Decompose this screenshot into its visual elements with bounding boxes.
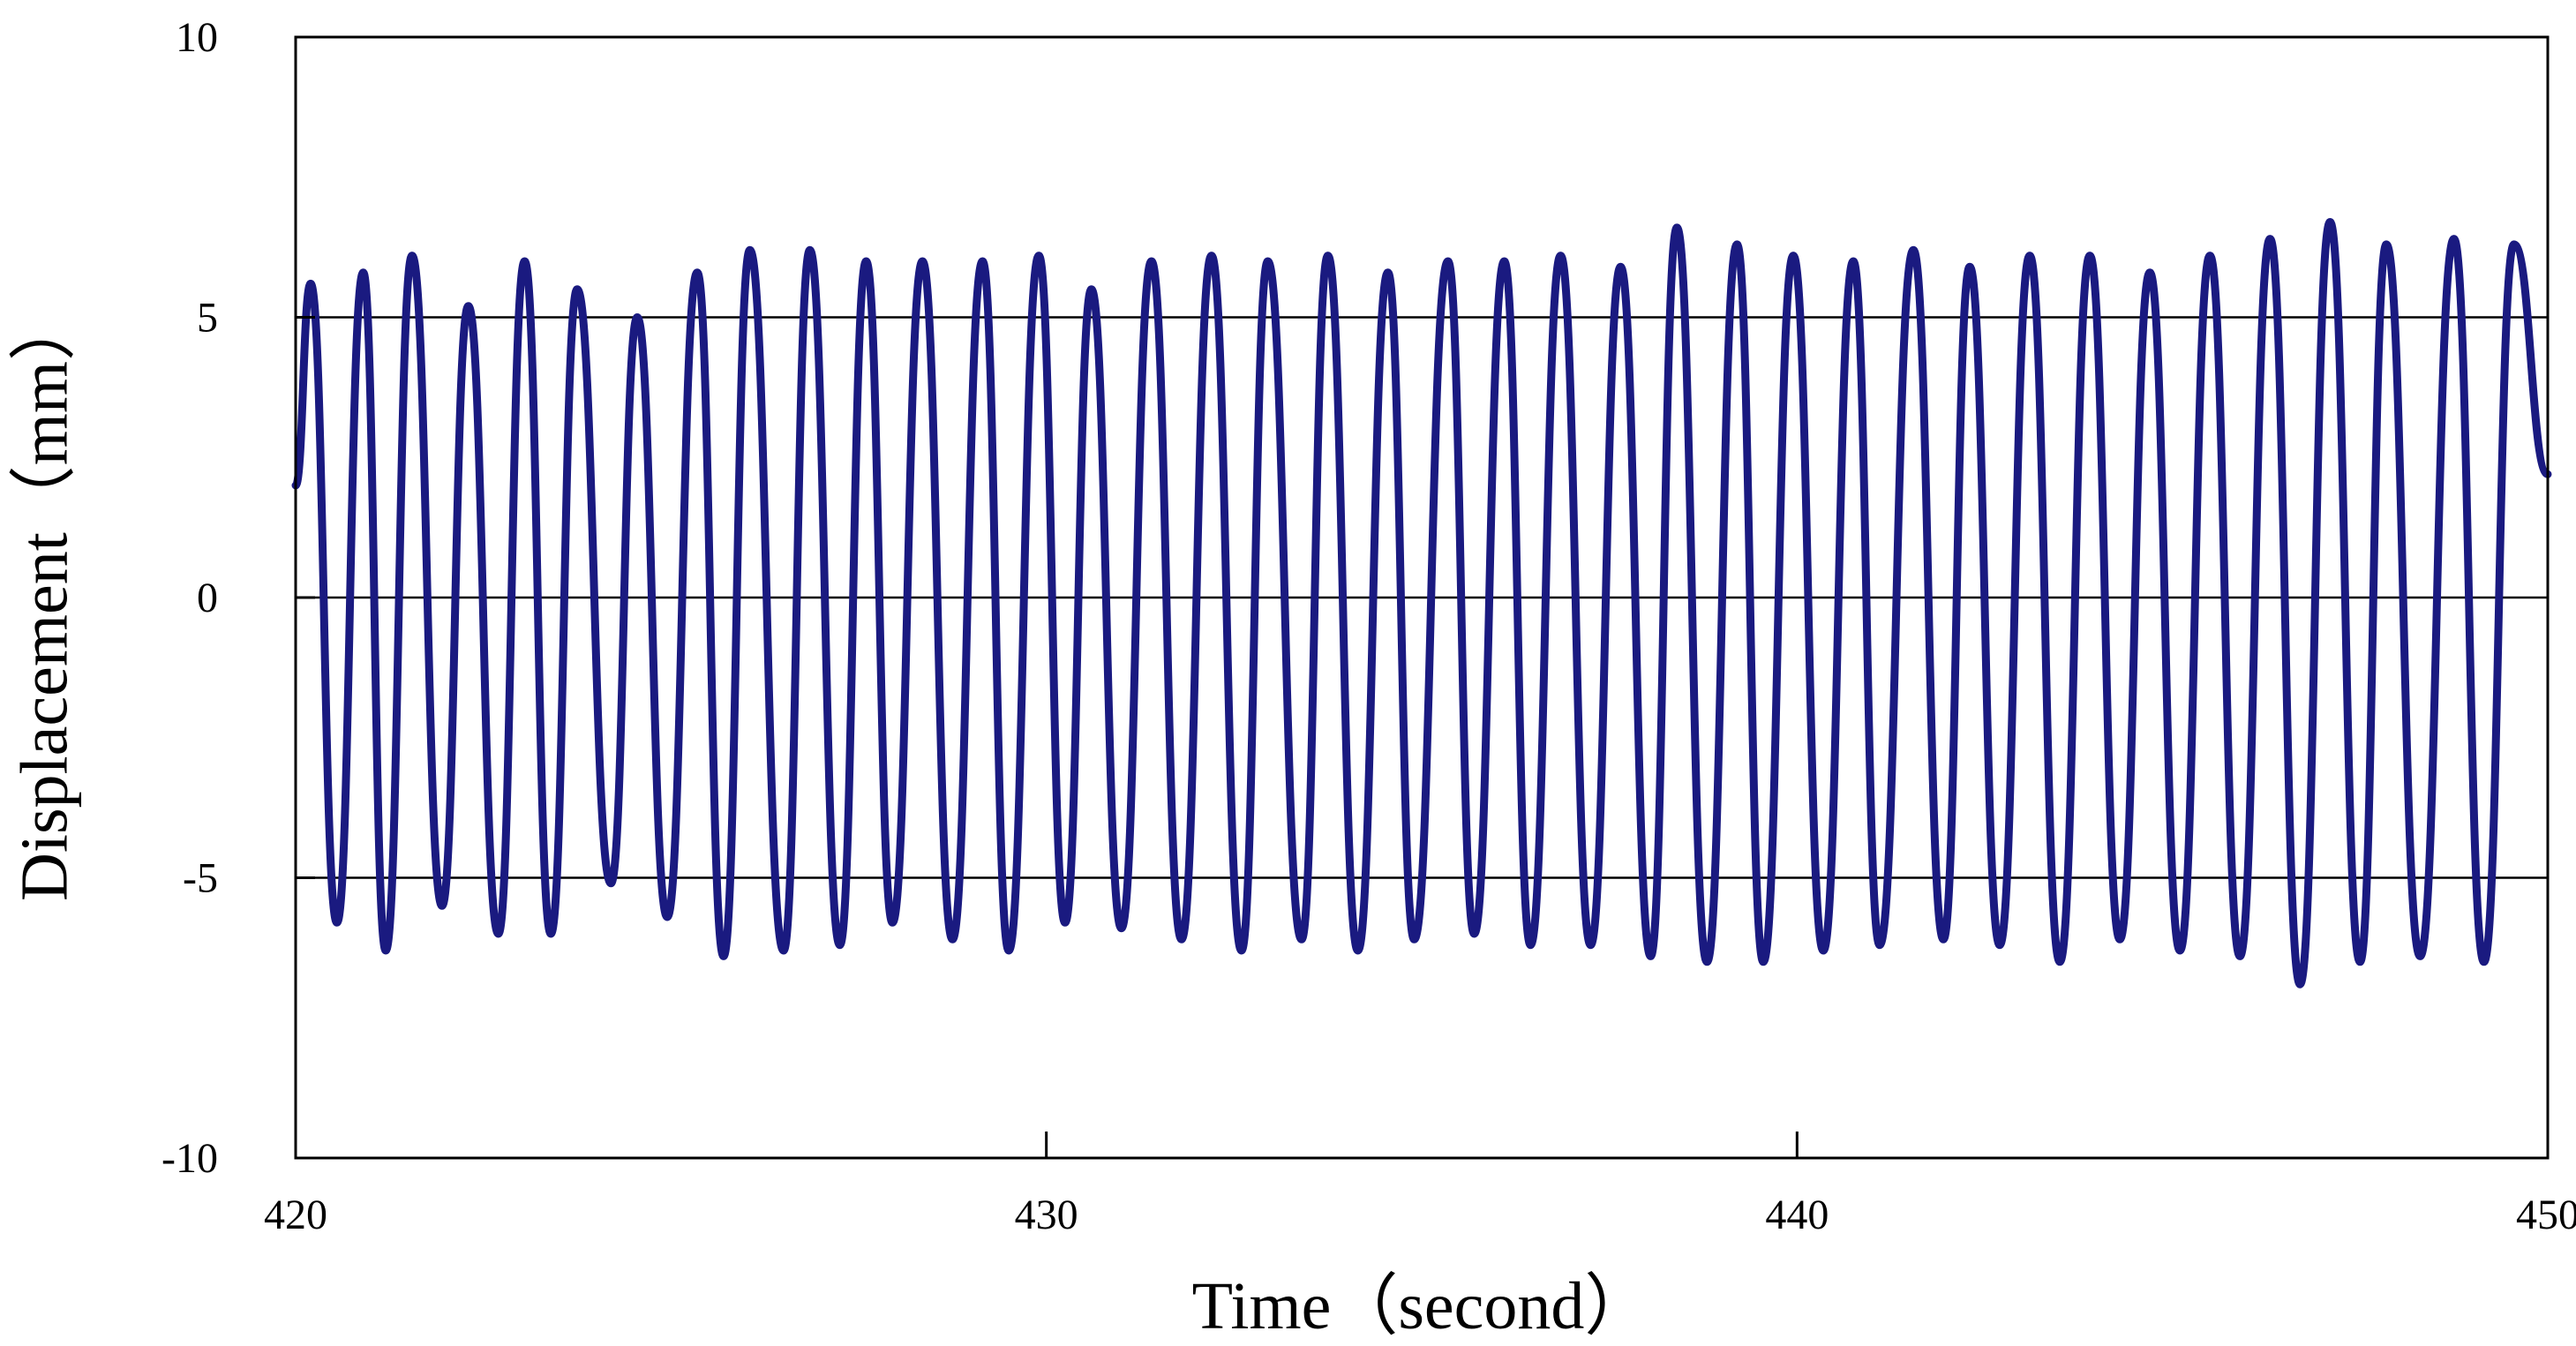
- y-axis-ticks: 10 5 0 -5 -10: [161, 14, 315, 1182]
- y-tick-label: -10: [161, 1135, 218, 1182]
- y-axis-title: Displacement（mm）: [7, 294, 81, 901]
- y-tick-label: 10: [176, 14, 218, 61]
- x-tick-label: 420: [264, 1192, 327, 1238]
- x-tick-label: 440: [1765, 1192, 1829, 1238]
- y-tick-label: 0: [197, 575, 218, 621]
- x-tick-label: 450: [2516, 1192, 2576, 1238]
- series-line-0: [291, 218, 2552, 989]
- x-axis-ticks: 420 430 440 450: [264, 1132, 2576, 1238]
- plot-series: [291, 218, 2552, 989]
- x-tick-label: 430: [1015, 1192, 1078, 1238]
- y-tick-label: 5: [197, 295, 218, 342]
- x-axis-title: Time（second）: [1192, 1269, 1652, 1343]
- y-tick-label: -5: [183, 855, 218, 902]
